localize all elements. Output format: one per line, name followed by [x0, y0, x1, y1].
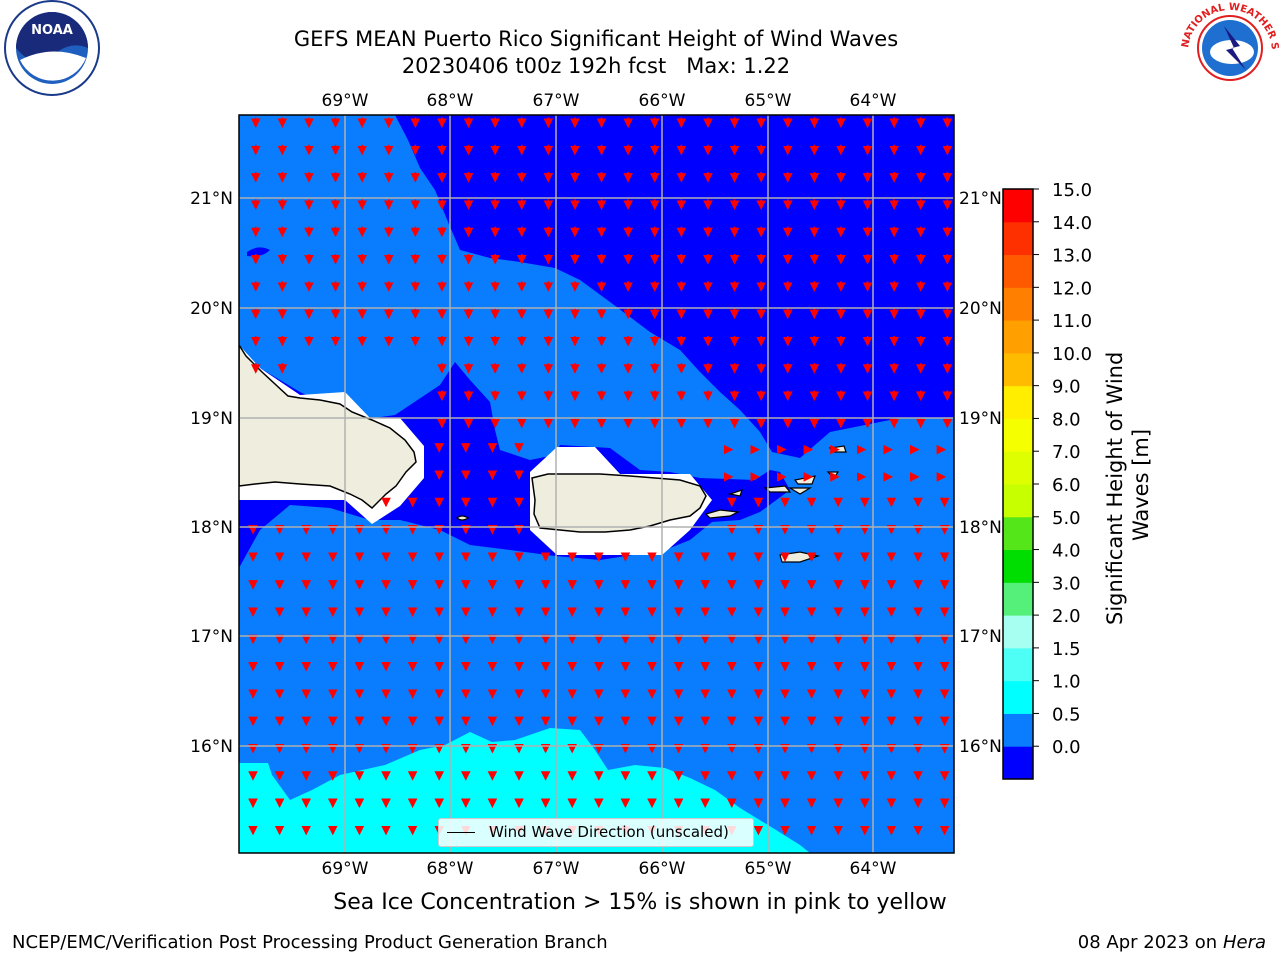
colorbar-segment — [1003, 516, 1033, 551]
colorbar-tick-label: 1.0 — [1052, 672, 1081, 693]
lon-tick-label: 64°W — [850, 859, 897, 879]
colorbar-segment — [1003, 451, 1033, 485]
colorbar-tick-label: 0.5 — [1052, 704, 1081, 725]
lat-tick-label: 20°N — [959, 299, 1002, 319]
lon-tick-label: 66°W — [639, 859, 686, 879]
lat-tick-label: 20°N — [190, 299, 233, 319]
nws-logo: NATIONAL WEATHER SERVICE — [0, 0, 1280, 95]
culebra-island — [727, 489, 743, 497]
colorbar-segment — [1003, 352, 1033, 387]
lat-tick-label: 19°N — [959, 409, 1002, 429]
colorbar-segment — [1003, 254, 1033, 288]
wave-level-0-0p5-small — [425, 169, 452, 174]
colorbar-label: Significant Height of Wind Waves [m] — [1103, 345, 1153, 625]
colorbar-segment — [1003, 549, 1033, 583]
lon-tick-label: 69°W — [322, 91, 369, 111]
lat-tick-label: 21°N — [190, 189, 233, 209]
colorbar-tick-label: 0.0 — [1052, 737, 1081, 758]
lat-tick-labels-left: 21°N 20°N 19°N 18°N 17°N 16°N — [190, 189, 233, 757]
colorbar-tick-label: 6.0 — [1052, 475, 1081, 496]
colorbar-tick-label: 14.0 — [1052, 213, 1092, 234]
chart-title: GEFS MEAN Puerto Rico Significant Height… — [293, 27, 899, 51]
colorbar-tick-label: 1.5 — [1052, 639, 1081, 660]
colorbar-segment — [1003, 713, 1033, 747]
colorbar-segment — [1003, 647, 1033, 682]
colorbar-segment — [1003, 582, 1033, 616]
lon-tick-labels-bottom: 69°W 68°W 67°W 66°W 65°W 64°W — [322, 859, 897, 879]
lat-tick-label: 18°N — [959, 518, 1002, 538]
map-legend: Wind Wave Direction (unscaled) — [438, 818, 754, 847]
virgin-islands — [763, 471, 840, 495]
colorbar-tick-label: 5.0 — [1052, 508, 1081, 529]
wave-level-0-0p5-west — [247, 247, 270, 257]
colorbar-tick-label: 10.0 — [1052, 344, 1092, 365]
lon-tick-label: 67°W — [533, 859, 580, 879]
lon-tick-label: 66°W — [639, 91, 686, 111]
footer-date: 08 Apr 2023 on Hera — [1077, 932, 1266, 953]
colorbar-tick-label: 3.0 — [1052, 573, 1081, 594]
lat-tick-labels-right: 21°N 20°N 19°N 18°N 17°N 16°N — [959, 189, 1002, 757]
colorbar-segment — [1003, 221, 1033, 256]
lon-tick-label: 65°W — [745, 859, 792, 879]
colorbar-segment — [1003, 680, 1033, 714]
colorbar-segment — [1003, 189, 1033, 223]
colorbar-tick-label: 12.0 — [1052, 278, 1092, 299]
lon-tick-label: 64°W — [850, 91, 897, 111]
colorbar-tick-label: 8.0 — [1052, 409, 1081, 430]
lon-tick-label: 65°W — [745, 91, 792, 111]
hispaniola-land — [239, 343, 417, 510]
colorbar-segment — [1003, 287, 1033, 321]
colorbar-segment — [1003, 484, 1033, 518]
lon-tick-label: 68°W — [427, 859, 474, 879]
colorbar-tick-label: 7.0 — [1052, 442, 1081, 463]
legend-label: Wind Wave Direction (unscaled) — [489, 823, 729, 841]
lat-tick-label: 19°N — [190, 409, 233, 429]
lon-tick-label: 67°W — [533, 91, 580, 111]
nws-logo-text: NATIONAL WEATHER SERVICE — [0, 0, 1280, 50]
wind-wave-direction-arrows — [248, 117, 953, 836]
colorbar-tick-label: 13.0 — [1052, 246, 1092, 267]
noaa-logo: NOAA — [4, 0, 100, 96]
colorbar-tick-label: 15.0 — [1052, 180, 1092, 201]
lat-tick-label: 16°N — [190, 737, 233, 757]
lat-tick-label: 17°N — [190, 627, 233, 647]
colorbar-segment — [1003, 320, 1033, 354]
chart-subtitle: 20230406 t00z 192h fcst Max: 1.22 — [401, 54, 791, 78]
colorbar-tick-label: 9.0 — [1052, 377, 1081, 398]
colorbar-tick-labels: 15.0 14.0 13.0 12.0 11.0 10.0 9.0 8.0 7.0 6.0 5.0 4… — [1033, 180, 1092, 758]
map-frame — [238, 114, 955, 854]
lon-tick-labels-top: 69°W 68°W 67°W 66°W 65°W 64°W — [322, 91, 897, 111]
legend-line-swatch — [447, 832, 475, 833]
lat-tick-label: 18°N — [190, 518, 233, 538]
mona-island — [456, 515, 470, 521]
anegada-island — [828, 445, 847, 453]
footer-branch: NCEP/EMC/Verification Post Processing Pr… — [12, 932, 608, 953]
lat-tick-label: 16°N — [959, 737, 1002, 757]
lon-tick-label: 69°W — [322, 859, 369, 879]
colorbar-segment — [1003, 746, 1033, 780]
gridlines — [239, 115, 954, 853]
colorbar-segment — [1003, 418, 1033, 452]
colorbar — [1002, 188, 1034, 780]
colorbar-tick-label: 4.0 — [1052, 541, 1081, 562]
colorbar-tick-label: 11.0 — [1052, 311, 1092, 332]
colorbar-segment — [1003, 385, 1033, 419]
sea-ice-note: Sea Ice Concentration > 15% is shown in … — [333, 890, 947, 915]
colorbar-tick-label: 2.0 — [1052, 606, 1081, 627]
vieques-island — [704, 509, 741, 519]
noaa-logo-text: NOAA — [31, 23, 73, 38]
lon-tick-label: 68°W — [427, 91, 474, 111]
lat-tick-label: 21°N — [959, 189, 1002, 209]
lat-tick-label: 17°N — [959, 627, 1002, 647]
map-area — [239, 115, 954, 853]
colorbar-segment — [1003, 615, 1033, 649]
